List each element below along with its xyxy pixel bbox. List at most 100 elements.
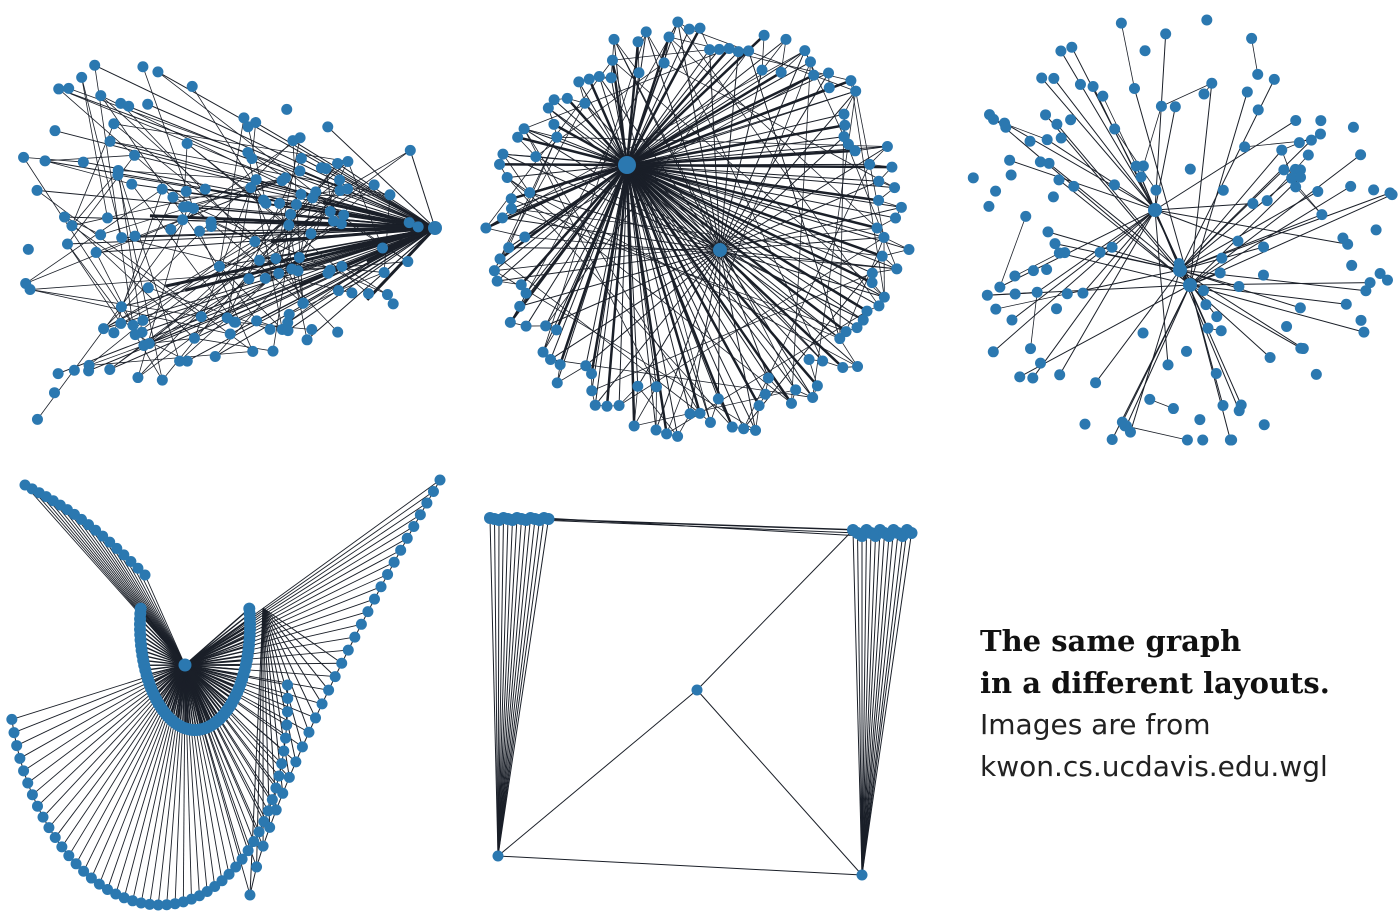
- graph-edge: [861, 535, 903, 876]
- graph-node: [307, 192, 319, 204]
- graph-edge: [999, 209, 1156, 288]
- graph-node: [31, 800, 43, 812]
- graph-edge: [100, 95, 302, 195]
- graph-node: [193, 225, 205, 237]
- graph-node: [554, 359, 566, 371]
- graph-node: [115, 317, 127, 329]
- graph-node: [492, 850, 504, 862]
- graph-edge: [123, 664, 186, 898]
- graph-edge: [535, 156, 864, 321]
- graph-node: [1106, 241, 1118, 253]
- caption-title-line-1: The same graph: [980, 624, 1242, 658]
- graph-node: [1316, 209, 1328, 221]
- graph-node: [260, 197, 272, 209]
- graph-edge: [1095, 269, 1181, 383]
- graph-node: [167, 191, 179, 203]
- graph-node: [684, 408, 696, 420]
- graph-edge: [524, 74, 814, 238]
- graph-edge: [262, 607, 336, 677]
- graph-node: [324, 264, 336, 276]
- graph-edge: [626, 39, 787, 166]
- graph-edge: [184, 664, 244, 676]
- graph-edge: [633, 386, 657, 427]
- graph-node: [873, 175, 885, 187]
- graph-edge: [626, 164, 657, 387]
- graph-node: [640, 26, 652, 38]
- graph-node: [334, 174, 346, 186]
- graph-edge: [1295, 186, 1323, 215]
- graph-edge: [184, 664, 323, 705]
- graph-node: [123, 100, 135, 112]
- graph-node: [1077, 287, 1089, 299]
- graph-node: [1181, 345, 1193, 357]
- graph-edge: [150, 664, 186, 689]
- graph-layout-1-svg: [18, 59, 442, 425]
- graph-node: [1041, 264, 1053, 276]
- graph-node: [282, 317, 294, 329]
- graph-node: [515, 279, 527, 291]
- graph-edge: [556, 136, 628, 166]
- graph-edge: [696, 529, 854, 691]
- graph-node: [1233, 281, 1245, 293]
- graph-node: [382, 568, 394, 580]
- graph-node: [259, 272, 271, 284]
- graph-edge: [625, 164, 636, 426]
- graph-edge: [626, 146, 888, 166]
- graph-edge: [523, 128, 883, 257]
- graph-edge: [499, 258, 701, 414]
- graph-edge: [184, 608, 250, 666]
- graph-edge: [995, 293, 1068, 310]
- graph-node: [799, 45, 811, 57]
- graph-node: [1278, 164, 1290, 176]
- graph-edge: [511, 164, 628, 210]
- graph-node: [156, 183, 168, 195]
- graph-node: [583, 73, 595, 85]
- graph-node: [1027, 372, 1039, 384]
- graph-node: [1294, 302, 1306, 314]
- graph-edge: [184, 639, 250, 666]
- graph-node: [756, 64, 768, 76]
- graph-node: [1241, 86, 1253, 98]
- graph-node: [161, 899, 173, 911]
- graph-edge: [719, 249, 814, 398]
- graph-node: [494, 158, 506, 170]
- graph-node: [1215, 325, 1227, 337]
- graph-node: [1139, 45, 1151, 57]
- graph-edge: [861, 529, 867, 876]
- graph-node: [878, 231, 890, 243]
- graph-node: [580, 360, 592, 372]
- graph-edge: [637, 386, 678, 437]
- graph-edge: [1179, 269, 1366, 292]
- graph-node: [694, 22, 706, 34]
- graph-edge: [605, 164, 629, 407]
- graph-node: [368, 593, 380, 605]
- graph-edge: [548, 518, 867, 531]
- caption-title-line-2: in a different layouts.: [980, 666, 1330, 700]
- graph-node: [803, 354, 815, 366]
- graph-edge: [861, 535, 890, 876]
- graph-edge: [1009, 159, 1156, 211]
- graph-edge: [497, 519, 513, 857]
- graph-node: [209, 350, 221, 362]
- graph-edge: [509, 21, 679, 323]
- graph-edge: [626, 73, 815, 167]
- graph-node: [987, 346, 999, 358]
- graph-edge: [588, 78, 629, 166]
- graph-edge: [137, 568, 186, 666]
- graph-node: [135, 897, 147, 909]
- graph-node: [785, 397, 797, 409]
- graph-edge: [548, 107, 721, 251]
- graph-node: [1066, 41, 1078, 53]
- graph-node: [188, 332, 200, 344]
- graph-edge: [1060, 50, 1156, 211]
- graph-edge: [524, 164, 628, 238]
- graph-node: [1235, 399, 1247, 411]
- graph-edge: [409, 150, 436, 229]
- graph-node: [224, 328, 236, 340]
- graph-edge: [184, 664, 234, 701]
- graph-node: [1128, 82, 1140, 94]
- graph-edge: [64, 216, 101, 236]
- graph-node: [1206, 77, 1218, 89]
- graph-edge: [689, 249, 721, 414]
- graph-node: [866, 267, 878, 279]
